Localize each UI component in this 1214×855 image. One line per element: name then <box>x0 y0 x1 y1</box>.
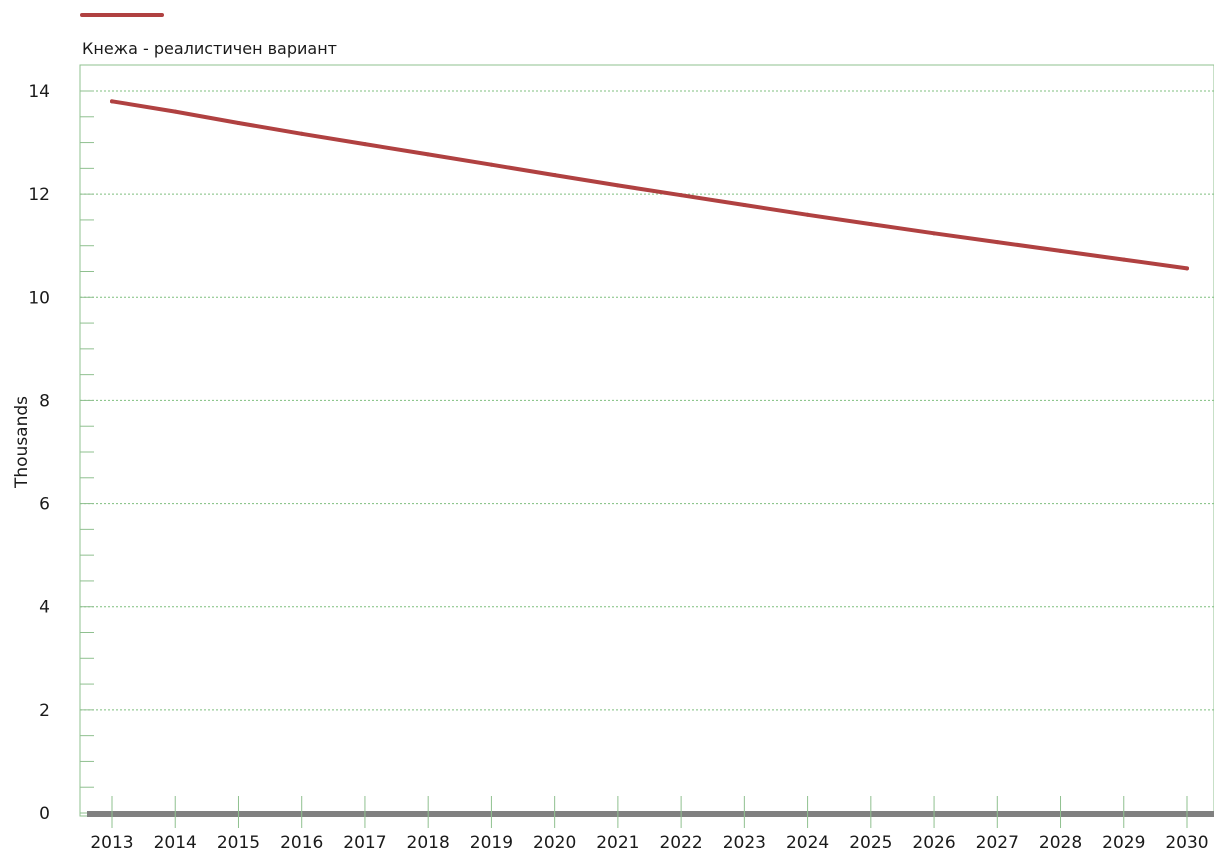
y-tick-label: 4 <box>39 598 50 618</box>
x-tick-label: 2021 <box>596 833 639 853</box>
y-tick-label: 8 <box>39 391 50 411</box>
data-point <box>426 152 431 157</box>
y-tick-label: 0 <box>39 804 50 824</box>
x-tick-label: 2023 <box>723 833 766 853</box>
data-point <box>362 142 367 147</box>
data-point <box>805 212 810 217</box>
x-tick-label: 2026 <box>912 833 955 853</box>
legend-label: Кнежа - реалистичен вариант <box>82 39 337 58</box>
data-point <box>742 202 747 207</box>
data-point <box>868 222 873 227</box>
data-point <box>1058 248 1063 253</box>
data-point <box>1121 257 1126 262</box>
data-point <box>995 240 1000 245</box>
y-tick-label: 10 <box>28 288 50 308</box>
x-tick-label: 2024 <box>786 833 829 853</box>
plot-area-frame <box>79 64 1214 817</box>
x-tick-label: 2016 <box>280 833 323 853</box>
y-axis-tick-labels: 0 2 4 6 8 10 12 14 <box>28 82 50 824</box>
x-axis-tick-labels: 2013 2014 2015 2016 2017 2018 2019 2020 2021 2022… <box>90 833 1208 853</box>
data-point <box>679 193 684 198</box>
legend: Кнежа - реалистичен вариант <box>80 13 337 58</box>
data-point <box>552 173 557 178</box>
x-tick-label: 2027 <box>976 833 1019 853</box>
data-point <box>173 109 178 114</box>
data-point <box>110 99 114 104</box>
y-axis-minor-ticks <box>80 90 94 814</box>
data-point <box>615 183 620 188</box>
series-layer <box>110 99 1189 271</box>
series-line <box>110 99 1189 271</box>
y-tick-label: 14 <box>28 82 50 102</box>
y-tick-label: 2 <box>39 701 50 721</box>
y-axis-title: Thousands <box>12 396 32 489</box>
y-tick-label: 12 <box>28 185 50 205</box>
x-tick-label: 2029 <box>1102 833 1145 853</box>
x-tick-label: 2028 <box>1039 833 1082 853</box>
x-tick-label: 2014 <box>154 833 197 853</box>
y-tick-label: 6 <box>39 495 50 515</box>
x-tick-label: 2018 <box>407 833 450 853</box>
data-point <box>299 131 304 136</box>
x-tick-label: 2020 <box>533 833 576 853</box>
x-tick-label: 2025 <box>849 833 892 853</box>
x-tick-label: 2013 <box>90 833 133 853</box>
data-point <box>932 231 937 236</box>
x-tick-label: 2017 <box>343 833 386 853</box>
x-tick-label: 2019 <box>470 833 513 853</box>
data-point <box>489 162 494 167</box>
x-tick-label: 2030 <box>1165 833 1208 853</box>
x-axis-ticks <box>111 796 1188 828</box>
x-tick-label: 2022 <box>659 833 702 853</box>
gridlines <box>80 90 1214 711</box>
x-tick-label: 2015 <box>217 833 260 853</box>
data-point <box>1185 266 1189 271</box>
data-point <box>236 120 241 125</box>
